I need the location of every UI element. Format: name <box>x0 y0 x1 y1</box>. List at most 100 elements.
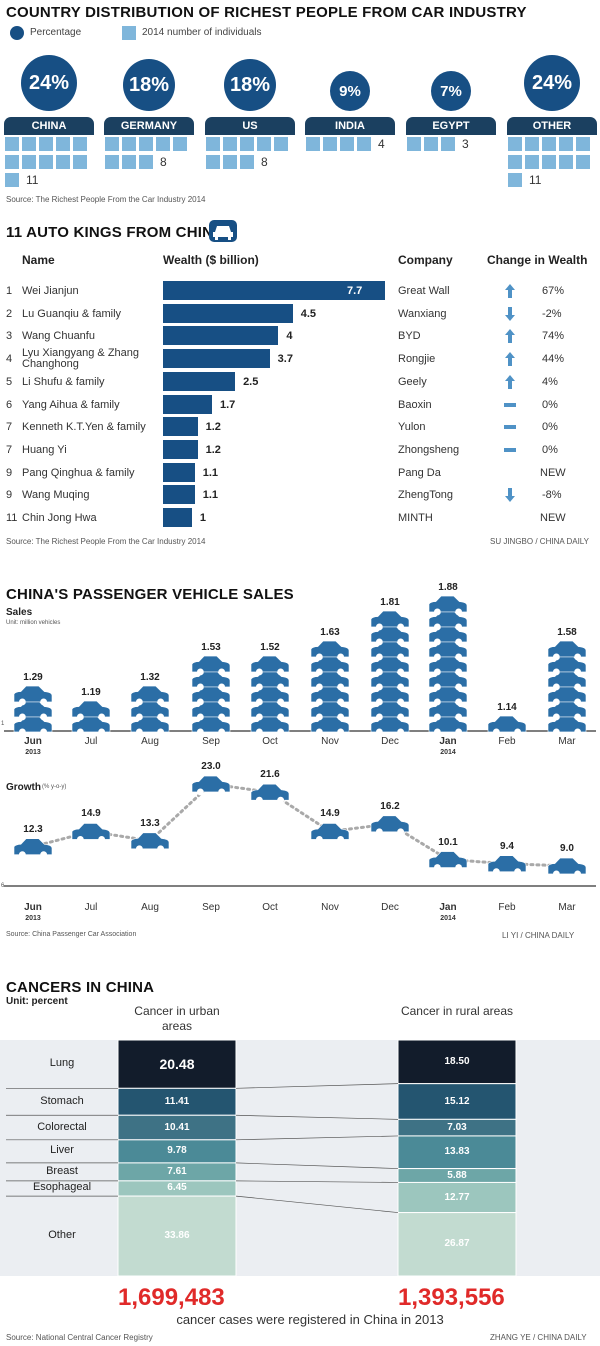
month-name: Sep <box>202 736 220 747</box>
car-wheel <box>552 870 560 878</box>
car-wheel <box>218 728 226 736</box>
car-wheel <box>433 728 441 736</box>
wealth-value: 1.2 <box>205 421 221 434</box>
connector-line <box>235 1083 399 1089</box>
king-rank: 11 <box>6 512 18 524</box>
car-wheel <box>455 683 463 691</box>
urban-value-label: 6.45 <box>167 1182 187 1194</box>
car-wheel <box>552 683 560 691</box>
month-name: Jul <box>84 902 98 913</box>
car-wheel <box>255 683 263 691</box>
individual-square <box>206 137 220 151</box>
sales-car-icon <box>547 640 587 658</box>
growth-point <box>130 832 170 853</box>
wealth-change: 4% <box>542 375 558 388</box>
section-title-cancers: CANCERS IN CHINA <box>6 979 155 996</box>
pct-circle-other: 24% <box>524 55 580 111</box>
growth-point <box>191 775 231 796</box>
month-name: Dec <box>381 902 399 913</box>
king-name: Lyu Xiangyang & Zhang Changhong <box>22 347 140 371</box>
sales-label: Sales <box>6 607 33 618</box>
king-rank: 7 <box>6 421 13 434</box>
king-rank: 5 <box>6 375 13 388</box>
growth-month-label: Jun 2013 <box>8 902 58 924</box>
individual-square <box>542 137 556 151</box>
individual-square <box>122 155 136 169</box>
urban-value-label: 11.41 <box>164 1095 190 1107</box>
cancer-category-label: Other <box>48 1229 76 1242</box>
king-company: ZhengTong <box>398 489 454 502</box>
car-wheel <box>218 698 226 706</box>
growth-point <box>13 838 53 859</box>
growth-month-label: Oct <box>245 902 295 913</box>
connector-line <box>235 1135 399 1141</box>
car-wheel <box>18 698 26 706</box>
individual-square <box>559 137 573 151</box>
car-wheel <box>433 638 441 646</box>
month-year: 2013 <box>25 915 41 922</box>
car-wheel <box>135 845 143 853</box>
section-title-country-distribution: COUNTRY DISTRIBUTION OF RICHEST PEOPLE F… <box>6 4 527 21</box>
car-wheel <box>397 683 405 691</box>
car-wheel <box>98 836 106 843</box>
wealth-change: -8% <box>542 489 562 502</box>
rural-value-label: 7.03 <box>447 1121 467 1133</box>
sales-month-label: Aug <box>125 736 175 747</box>
car-wheel <box>255 713 263 721</box>
sales-value-label: 1.52 <box>260 642 280 653</box>
king-name: Yang Aihua & family <box>22 398 120 411</box>
rural-segment <box>397 1181 517 1214</box>
growth-dotted-line <box>31 782 569 868</box>
individual-square <box>105 155 119 169</box>
rural-total: 1,393,556 <box>398 1284 505 1311</box>
wealth-bar <box>163 508 192 527</box>
auto-kings-table: 1 Wei Jianjun 7.7 Great Wall 67% 2 Lu Guanqiu … <box>0 0 600 540</box>
car-wheel <box>574 870 582 878</box>
car-wheel <box>337 653 345 661</box>
king-rank: 9 <box>6 466 13 479</box>
car-wheel <box>433 698 441 706</box>
wealth-value: 1 <box>199 512 206 524</box>
individual-square <box>5 155 19 169</box>
cancer-category-label: Esophageal <box>32 1181 92 1194</box>
month-name: Jun <box>24 736 42 747</box>
car-wheel <box>397 638 405 646</box>
car-wheel <box>76 713 84 721</box>
growth-car-icon <box>130 832 170 850</box>
wealth-value: 1.1 <box>202 466 218 479</box>
growth-value-label: 16.2 <box>380 800 400 812</box>
individual-square <box>223 155 237 169</box>
car-wheel <box>375 698 383 706</box>
car-wheel <box>574 698 582 706</box>
growth-value-label: 12.3 <box>23 823 43 835</box>
section4-credit: ZHANG YE / CHINA DAILY <box>490 1333 587 1342</box>
king-rank: 3 <box>6 330 13 343</box>
wealth-bar <box>163 326 279 346</box>
pct-circle-india: 9% <box>330 71 370 111</box>
car-wheel <box>157 713 165 721</box>
car-wheel <box>433 683 441 691</box>
car-wheel <box>455 728 463 736</box>
sales-car-stack <box>310 640 350 736</box>
sales-car-stack <box>71 700 111 736</box>
wealth-change: 0% <box>542 443 558 456</box>
wealth-change: 0% <box>542 398 558 411</box>
sales-car-icon <box>71 700 111 718</box>
car-wheel <box>433 864 441 871</box>
sales-value-label: 1.19 <box>81 687 101 698</box>
wealth-value: 1.2 <box>205 443 221 456</box>
wealth-change: 44% <box>542 353 565 366</box>
car-wheel <box>196 698 204 706</box>
sales-month-label: Feb <box>482 736 532 747</box>
car-wheel <box>18 728 26 736</box>
month-name: Sep <box>202 902 220 913</box>
rural-header: Cancer in rural areas <box>400 1004 514 1018</box>
king-rank: 1 <box>6 285 13 297</box>
urban-value-label: 7.61 <box>167 1165 187 1177</box>
cancer-category-label: Lung <box>49 1057 75 1070</box>
rural-segment <box>397 1083 517 1120</box>
vehicle-sales-chart <box>4 595 596 887</box>
growth-value-label: 9.4 <box>500 840 514 852</box>
individual-square <box>525 155 539 169</box>
car-wheel <box>375 728 383 736</box>
